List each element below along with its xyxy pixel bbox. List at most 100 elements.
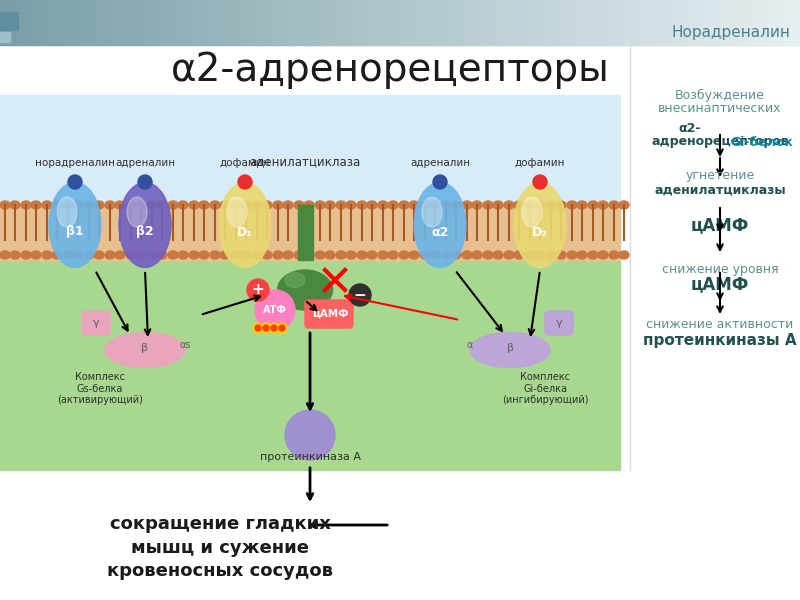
Bar bbox=[720, 0, 737, 45]
Text: дофамин: дофамин bbox=[220, 158, 270, 168]
Ellipse shape bbox=[157, 251, 167, 259]
Ellipse shape bbox=[378, 251, 388, 259]
Ellipse shape bbox=[367, 251, 377, 259]
Ellipse shape bbox=[388, 251, 398, 259]
Ellipse shape bbox=[483, 201, 493, 209]
Ellipse shape bbox=[357, 251, 367, 259]
Ellipse shape bbox=[420, 201, 430, 209]
Ellipse shape bbox=[199, 201, 209, 209]
Bar bbox=[672, 0, 689, 45]
Bar bbox=[16, 0, 33, 45]
FancyBboxPatch shape bbox=[545, 311, 573, 335]
Bar bbox=[240, 0, 257, 45]
Text: угнетение: угнетение bbox=[686, 169, 754, 181]
Ellipse shape bbox=[378, 201, 388, 209]
Circle shape bbox=[253, 323, 263, 333]
Text: D₁: D₁ bbox=[237, 226, 253, 238]
Bar bbox=[432, 0, 449, 45]
Ellipse shape bbox=[189, 201, 199, 209]
Text: −: − bbox=[354, 287, 366, 302]
Ellipse shape bbox=[304, 251, 314, 259]
Bar bbox=[0, 0, 800, 45]
Ellipse shape bbox=[220, 251, 230, 259]
Ellipse shape bbox=[210, 251, 220, 259]
Text: Комплекс
Gi-белка
(ингибирующий): Комплекс Gi-белка (ингибирующий) bbox=[502, 372, 588, 405]
Text: β2: β2 bbox=[136, 226, 154, 238]
Ellipse shape bbox=[462, 251, 472, 259]
Ellipse shape bbox=[199, 251, 209, 259]
Bar bbox=[160, 0, 177, 45]
Ellipse shape bbox=[31, 201, 41, 209]
Ellipse shape bbox=[241, 201, 251, 209]
Ellipse shape bbox=[514, 201, 524, 209]
Bar bbox=[512, 0, 529, 45]
Bar bbox=[32, 0, 49, 45]
Ellipse shape bbox=[472, 251, 482, 259]
Text: протеинкиназа A: протеинкиназа A bbox=[259, 452, 361, 462]
Ellipse shape bbox=[294, 201, 304, 209]
Ellipse shape bbox=[514, 251, 524, 259]
Ellipse shape bbox=[0, 251, 10, 259]
Ellipse shape bbox=[84, 201, 94, 209]
Text: протеинкиназы A: протеинкиназы A bbox=[643, 332, 797, 347]
Ellipse shape bbox=[178, 251, 188, 259]
Ellipse shape bbox=[168, 251, 178, 259]
Text: сокращение гладких
мышц и сужение
кровеносных сосудов: сокращение гладких мышц и сужение кровен… bbox=[107, 515, 333, 580]
Circle shape bbox=[279, 325, 285, 331]
Bar bbox=[336, 0, 353, 45]
Ellipse shape bbox=[294, 251, 304, 259]
Ellipse shape bbox=[278, 270, 333, 310]
Bar bbox=[640, 0, 657, 45]
Bar bbox=[368, 0, 385, 45]
Text: Норадреналин: Норадреналин bbox=[671, 25, 790, 40]
Bar bbox=[0, 12, 18, 30]
Ellipse shape bbox=[126, 201, 136, 209]
Ellipse shape bbox=[63, 201, 73, 209]
Text: адренорецепторов: адренорецепторов bbox=[651, 136, 789, 148]
Ellipse shape bbox=[422, 197, 442, 227]
Ellipse shape bbox=[189, 251, 199, 259]
Bar bbox=[0, 260, 620, 470]
Ellipse shape bbox=[262, 201, 272, 209]
Ellipse shape bbox=[126, 251, 136, 259]
Ellipse shape bbox=[409, 201, 419, 209]
Bar bbox=[0, 205, 620, 260]
Bar bbox=[96, 0, 113, 45]
Ellipse shape bbox=[451, 251, 461, 259]
Ellipse shape bbox=[115, 251, 125, 259]
Ellipse shape bbox=[567, 201, 577, 209]
Ellipse shape bbox=[285, 272, 305, 287]
Ellipse shape bbox=[315, 251, 325, 259]
Bar bbox=[224, 0, 241, 45]
FancyBboxPatch shape bbox=[305, 300, 353, 328]
Ellipse shape bbox=[315, 201, 325, 209]
Ellipse shape bbox=[336, 201, 346, 209]
Ellipse shape bbox=[483, 251, 493, 259]
Ellipse shape bbox=[399, 201, 409, 209]
Ellipse shape bbox=[409, 251, 419, 259]
Text: Комплекс
Gs-белка
(активирующий): Комплекс Gs-белка (активирующий) bbox=[57, 372, 143, 405]
Bar bbox=[288, 0, 305, 45]
Bar bbox=[752, 0, 769, 45]
Text: аденилатциклазы: аденилатциклазы bbox=[654, 184, 786, 196]
Ellipse shape bbox=[84, 251, 94, 259]
Bar bbox=[496, 0, 513, 45]
Circle shape bbox=[263, 325, 269, 331]
Bar bbox=[208, 0, 225, 45]
Ellipse shape bbox=[42, 201, 52, 209]
Text: Gi-белок: Gi-белок bbox=[730, 136, 794, 148]
Ellipse shape bbox=[227, 197, 247, 227]
Text: цАМФ: цАМФ bbox=[312, 309, 348, 319]
Ellipse shape bbox=[136, 251, 146, 259]
Bar bbox=[176, 0, 193, 45]
Ellipse shape bbox=[262, 251, 272, 259]
Ellipse shape bbox=[210, 201, 220, 209]
Ellipse shape bbox=[31, 251, 41, 259]
Bar bbox=[298, 205, 313, 260]
Circle shape bbox=[138, 175, 152, 189]
Text: β: β bbox=[142, 343, 149, 353]
Ellipse shape bbox=[577, 251, 587, 259]
Ellipse shape bbox=[514, 182, 566, 268]
Ellipse shape bbox=[430, 251, 440, 259]
Bar bbox=[352, 0, 369, 45]
